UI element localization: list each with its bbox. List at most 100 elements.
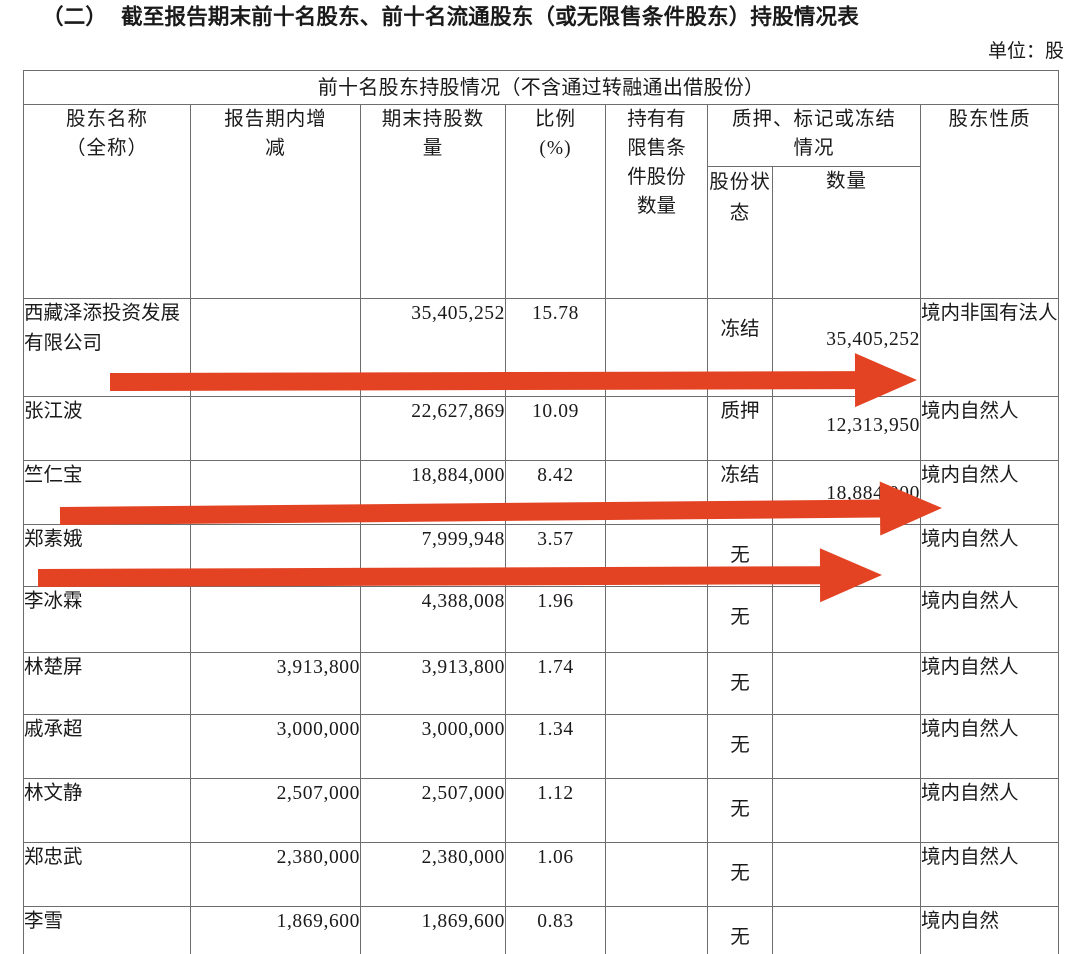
cell-pledge-quantity: 35,405,252 — [772, 298, 921, 397]
cell-shares-at-end: 7,999,948 — [360, 524, 506, 587]
col-header-shares-end-line2: 量 — [422, 138, 444, 159]
cell-shares-at-end: 3,000,000 — [360, 714, 506, 779]
table-row: 李冰霖 4,388,008 1.96 无 境内自然人 — [23, 586, 1060, 653]
cell-change-in-period: 3,913,800 — [190, 652, 361, 715]
cell-share-status: 无 — [707, 906, 773, 954]
cell-restricted-shares — [605, 906, 708, 954]
cell-shares-at-end: 2,380,000 — [360, 842, 506, 907]
col-header-share-status: 股份状态 — [707, 166, 773, 299]
cell-restricted-shares — [605, 778, 708, 843]
cell-shareholder-name: 张江波 — [23, 396, 191, 461]
table-row: 戚承超 3,000,000 3,000,000 1.34 无 境内自然人 — [23, 714, 1060, 779]
col-header-change-line2: 减 — [265, 138, 286, 159]
col-header-shares-at-end: 期末持股数 量 — [360, 104, 506, 299]
table-header-row-2: 股份状态 数量 — [24, 166, 1059, 299]
top-ten-shareholders-table: 前十名股东持股情况（不含通过转融通出借股份） 股东名称 （全称） 报告期内增 减… — [22, 70, 1060, 954]
cell-shareholder-nature: 境内自然人 — [919, 396, 1060, 461]
col-header-shares-end-line1: 期末持股数 — [381, 109, 485, 130]
cell-change-in-period: 3,000,000 — [190, 714, 361, 779]
col-header-shareholder-nature-text: 股东性质 — [948, 109, 1031, 130]
page-title: （二） 截至报告期末前十名股东、前十名流通股东（或无限售条件股东）持股情况表 — [42, 2, 859, 32]
cell-pledge-quantity — [772, 906, 921, 954]
cell-share-status: 无 — [707, 778, 773, 843]
cell-pledge-quantity — [772, 652, 921, 715]
cell-restricted-shares — [605, 524, 708, 587]
cell-shareholder-nature: 境内自然人 — [919, 524, 1060, 587]
col-header-shareholder-name: 股东名称 （全称） — [23, 104, 191, 299]
cell-share-status: 无 — [707, 842, 773, 907]
cell-change-in-period — [190, 396, 361, 461]
cell-shares-at-end: 1,869,600 — [360, 906, 506, 954]
cell-pledge-quantity — [772, 524, 921, 587]
cell-share-status: 无 — [707, 714, 773, 779]
cell-pledge-quantity — [772, 778, 921, 843]
cell-pledge-quantity — [772, 714, 921, 779]
cell-ratio: 15.78 — [505, 298, 606, 397]
cell-share-status: 质押 — [707, 396, 773, 461]
col-header-restricted-shares-text: 持有有限售条件股份数量 — [627, 109, 686, 217]
cell-restricted-shares — [605, 842, 708, 907]
cell-ratio: 1.96 — [505, 586, 606, 653]
cell-change-in-period: 1,869,600 — [190, 906, 361, 954]
col-header-shareholder-name-line2: （全称） — [65, 138, 148, 159]
cell-ratio: 3.57 — [505, 524, 606, 587]
table-row: 郑素娥 7,999,948 3.57 无 境内自然人 — [23, 524, 1060, 587]
col-header-share-status-text: 股份状态 — [709, 172, 771, 224]
cell-restricted-shares — [605, 586, 708, 653]
col-header-quantity-text: 数量 — [825, 171, 867, 192]
cell-ratio: 8.42 — [505, 460, 606, 525]
cell-ratio: 10.09 — [505, 396, 606, 461]
col-header-ratio-line2: (%) — [539, 138, 572, 159]
section-title-text: 截至报告期末前十名股东、前十名流通股东（或无限售条件股东）持股情况表 — [121, 5, 859, 29]
cell-restricted-shares — [605, 714, 708, 779]
col-header-ratio-line1: 比例 — [534, 109, 576, 130]
cell-shares-at-end: 18,884,000 — [360, 460, 506, 525]
col-header-pledge-group: 质押、标记或冻结 情况 — [707, 104, 921, 167]
cell-shareholder-nature: 境内自然人 — [919, 460, 1060, 525]
cell-pledge-quantity: 18,884,000 — [772, 460, 921, 525]
cell-shareholder-name: 戚承超 — [23, 714, 191, 779]
cell-restricted-shares — [605, 460, 708, 525]
col-header-shareholder-name-line1: 股东名称 — [65, 109, 148, 130]
cell-shareholder-nature: 境内自然人 — [919, 778, 1060, 843]
table-row: 李雪 1,869,600 1,869,600 0.83 无 境内自然 — [23, 906, 1060, 954]
cell-shareholder-name: 竺仁宝 — [23, 460, 191, 525]
cell-ratio: 1.12 — [505, 778, 606, 843]
cell-shareholder-name: 林文静 — [23, 778, 191, 843]
cell-shareholder-name: 林楚屏 — [23, 652, 191, 715]
col-header-quantity: 数量 — [772, 166, 921, 299]
cell-shareholder-nature: 境内自然人 — [919, 714, 1060, 779]
cell-shareholder-name: 李冰霖 — [23, 586, 191, 653]
cell-shares-at-end: 22,627,869 — [360, 396, 506, 461]
table-row: 竺仁宝 18,884,000 8.42 冻结 18,884,000 境内自然人 — [23, 460, 1060, 525]
table-row: 郑忠武 2,380,000 2,380,000 1.06 无 境内自然人 — [23, 842, 1060, 907]
cell-shareholder-name: 郑素娥 — [23, 524, 191, 587]
cell-change-in-period: 2,507,000 — [190, 778, 361, 843]
table-header-row-1: 股东名称 （全称） 报告期内增 减 期末持股数 量 比例 (%) 持有有限售条件… — [23, 104, 1060, 299]
cell-shareholder-name: 郑忠武 — [23, 842, 191, 907]
table-row: 西藏泽添投资发展有限公司 35,405,252 15.78 冻结 35,405,… — [23, 298, 1060, 397]
cell-ratio: 1.06 — [505, 842, 606, 907]
cell-ratio: 0.83 — [505, 906, 606, 954]
cell-shares-at-end: 3,913,800 — [360, 652, 506, 715]
col-header-pledge-group-line1: 质押、标记或冻结 — [731, 109, 896, 130]
cell-pledge-quantity — [772, 586, 921, 653]
cell-share-status: 无 — [707, 652, 773, 715]
cell-change-in-period — [190, 586, 361, 653]
cell-pledge-quantity: 12,313,950 — [772, 396, 921, 461]
cell-restricted-shares — [605, 652, 708, 715]
cell-share-status: 冻结 — [707, 460, 773, 525]
cell-restricted-shares — [605, 298, 708, 397]
cell-ratio: 1.74 — [505, 652, 606, 715]
table-title: 前十名股东持股情况（不含通过转融通出借股份） — [22, 70, 1060, 105]
cell-shareholder-name: 西藏泽添投资发展有限公司 — [23, 298, 191, 397]
cell-pledge-quantity — [772, 842, 921, 907]
cell-shareholder-nature: 境内自然人 — [919, 652, 1060, 715]
table-title-row: 前十名股东持股情况（不含通过转融通出借股份） — [22, 70, 1060, 105]
cell-change-in-period: 2,380,000 — [190, 842, 361, 907]
table-row: 林楚屏 3,913,800 3,913,800 1.74 无 境内自然人 — [23, 652, 1060, 715]
cell-change-in-period — [190, 460, 361, 525]
table-row: 林文静 2,507,000 2,507,000 1.12 无 境内自然人 — [23, 778, 1060, 843]
cell-share-status: 冻结 — [707, 298, 773, 397]
